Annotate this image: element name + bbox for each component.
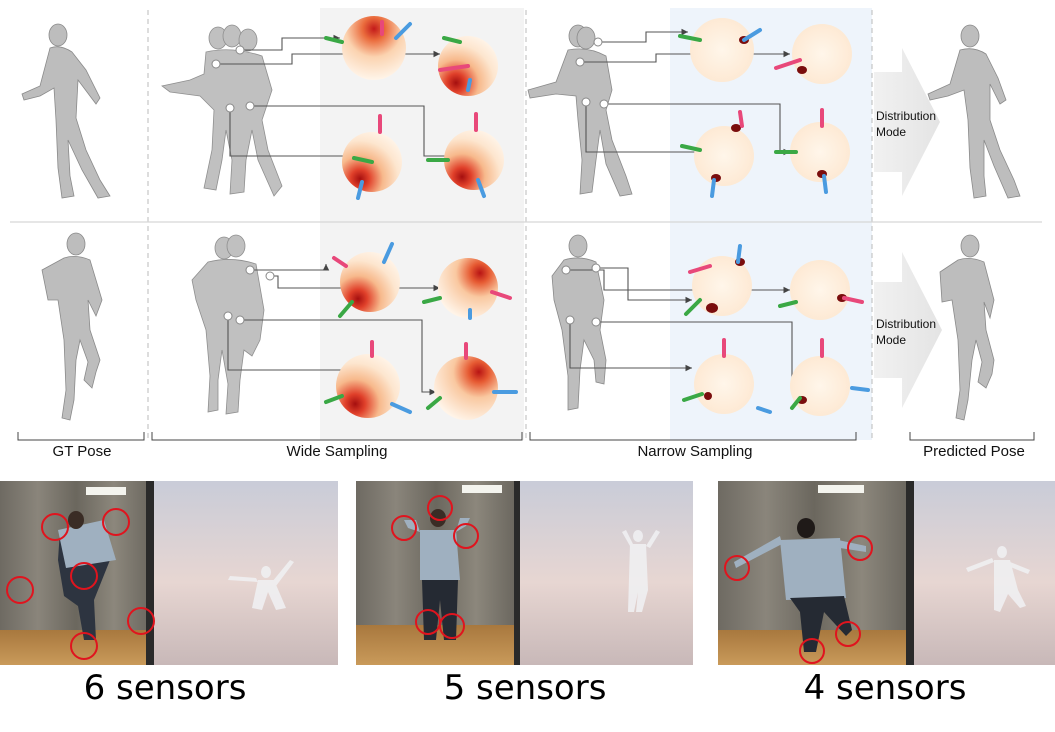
narrow-sampling-figures-bottom — [551, 234, 607, 411]
narrow-sampling-spheres — [690, 18, 852, 416]
sensor-circle — [453, 523, 479, 549]
sensor-circle — [6, 576, 34, 604]
photo-4-sensors — [718, 481, 1055, 665]
distribution-mode-label-bottom: Distribution Mode — [876, 316, 936, 348]
gt-pose-label: GT Pose — [52, 443, 112, 460]
distribution-label-line1: Distribution — [876, 109, 937, 123]
wide-sampling-figures-top — [161, 24, 283, 197]
narrow-sampling-figures-top — [527, 24, 633, 197]
distribution-mode-arrow-bottom — [874, 252, 942, 408]
distribution-mode-arrow-top — [874, 48, 940, 196]
joint-markers — [211, 37, 609, 327]
photo-5-sensors — [356, 481, 693, 665]
sensor-circle — [724, 555, 750, 581]
distribution-mode-label-top: Distribution Mode — [876, 108, 936, 140]
sensor-circle — [799, 638, 825, 664]
distribution-label-line1: Distribution — [876, 317, 937, 331]
distribution-label-line2: Mode — [876, 125, 907, 139]
column-brackets — [17, 432, 1035, 441]
sensor-circle — [427, 495, 453, 521]
photo-caption-4-sensors: 4 sensors — [803, 668, 967, 708]
sensor-circle — [835, 621, 861, 647]
sensor-circle — [391, 515, 417, 541]
wide-sampling-label: Wide Sampling — [286, 443, 388, 460]
sensor-circle — [102, 508, 130, 536]
wide-sampling-spheres — [336, 16, 504, 420]
photo-caption-5-sensors: 5 sensors — [443, 668, 607, 708]
photo-panels — [0, 481, 1055, 665]
distribution-label-line2: Mode — [876, 333, 907, 347]
sensor-circle — [70, 562, 98, 590]
gt-pose-figure-top — [21, 23, 111, 199]
orientation-arrows — [324, 20, 870, 414]
pose-diagram — [10, 8, 1042, 441]
sensor-circle — [439, 613, 465, 639]
photo-caption-6-sensors: 6 sensors — [83, 668, 247, 708]
predicted-pose-figure-bottom — [939, 234, 995, 421]
photo-6-sensors — [0, 481, 338, 665]
sensor-circle — [847, 535, 873, 561]
predicted-pose-label: Predicted Pose — [923, 443, 1025, 460]
predicted-pose-figure-top — [927, 24, 1021, 199]
gt-pose-figure-bottom — [41, 232, 103, 421]
sensor-circle — [70, 632, 98, 660]
sensor-circle — [127, 607, 155, 635]
sensor-circle — [41, 513, 69, 541]
sensor-circles — [6, 495, 873, 664]
narrow-sampling-label: Narrow Sampling — [637, 443, 753, 460]
